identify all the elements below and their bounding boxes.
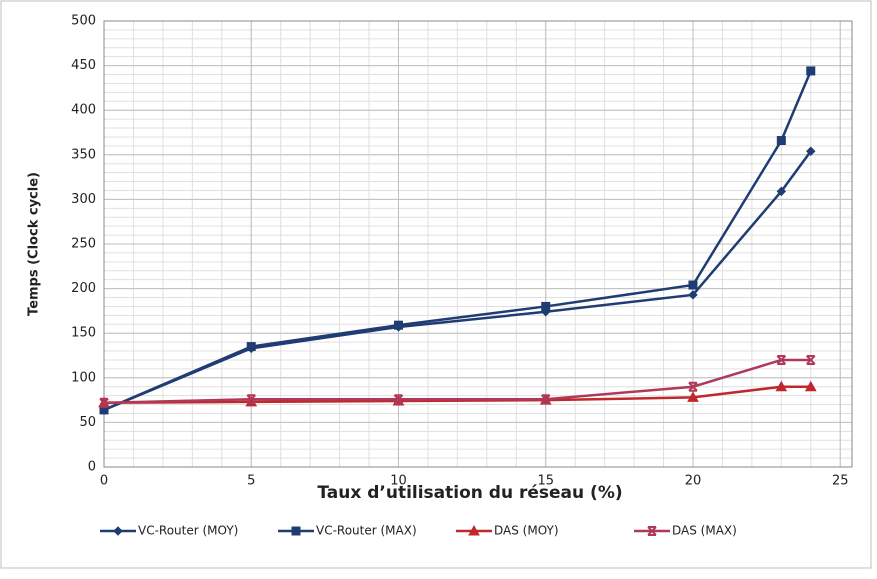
point — [688, 280, 698, 290]
legend-label: DAS (MOY) — [494, 524, 559, 538]
point — [99, 397, 109, 408]
point — [688, 290, 698, 300]
point — [776, 136, 786, 146]
legend-marker — [647, 526, 657, 536]
y-tick-label: 200 — [71, 281, 96, 296]
legend-label: VC-Router (MAX) — [316, 524, 417, 538]
point — [687, 391, 699, 402]
y-tick-label: 300 — [71, 192, 96, 207]
x-tick-label: 0 — [100, 474, 108, 489]
y-tick-label: 0 — [88, 460, 96, 475]
y-tick-label: 150 — [71, 326, 96, 341]
y-tick-label: 50 — [79, 415, 96, 430]
y-tick-label: 250 — [71, 237, 96, 252]
point — [806, 354, 816, 365]
x-tick-label: 20 — [685, 474, 702, 489]
point — [541, 394, 551, 405]
point — [246, 394, 256, 405]
y-tick-label: 500 — [71, 14, 96, 29]
point — [541, 301, 551, 311]
y-tick-label: 400 — [71, 103, 96, 118]
x-tick-label: 5 — [247, 474, 255, 489]
point — [246, 342, 256, 352]
y-axis-label: Temps (Clock cycle) — [27, 172, 42, 316]
x-axis-label: Taux d’utilisation du réseau (%) — [317, 483, 622, 503]
legend-label: VC-Router (MOY) — [138, 524, 238, 538]
point — [393, 394, 404, 405]
y-tick-label: 100 — [71, 370, 96, 385]
legend-marker — [468, 524, 480, 536]
point — [776, 186, 787, 197]
legend-marker — [113, 526, 123, 536]
plot-border — [103, 20, 853, 468]
point — [804, 380, 817, 392]
x-tick-label: 25 — [832, 474, 849, 489]
legend-marker — [291, 526, 301, 536]
y-tick-label: 350 — [71, 147, 96, 162]
x-tick-label: 15 — [537, 474, 554, 489]
point — [776, 354, 787, 365]
chart-frame — [0, 0, 872, 569]
point — [806, 66, 816, 76]
point — [806, 146, 816, 156]
x-tick-label: 10 — [390, 474, 407, 489]
point — [393, 320, 403, 330]
point — [688, 381, 698, 392]
point — [775, 380, 788, 392]
y-tick-label: 450 — [71, 58, 96, 73]
legend-label: DAS (MAX) — [672, 524, 737, 538]
